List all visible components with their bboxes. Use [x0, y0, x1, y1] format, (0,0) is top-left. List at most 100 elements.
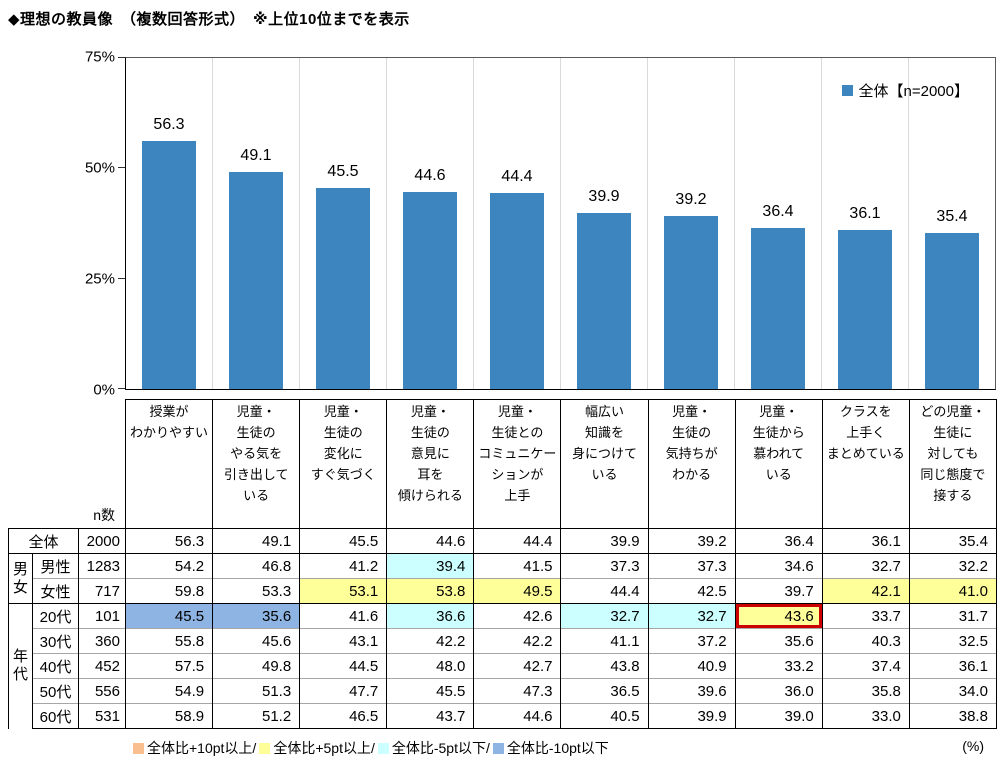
n-count-header-cell: n数: [9, 400, 126, 529]
legend-note-label: 全体比-5pt以下/: [391, 740, 490, 756]
bar-value-label: 44.4: [501, 168, 533, 186]
value-cell: 33.7: [821, 603, 910, 629]
value-cell: 43.6: [734, 603, 823, 629]
value-cell: 36.0: [734, 678, 823, 704]
value-cell: 39.4: [386, 553, 475, 579]
bar-value-label: 49.1: [240, 147, 272, 165]
chart-column: 44.4: [474, 58, 561, 389]
value-cell: 32.7: [560, 603, 649, 629]
value-cell: 36.6: [386, 603, 475, 629]
y-axis-tick: [118, 57, 125, 58]
value-cell: 35.8: [821, 678, 910, 704]
bar-value-label: 56.3: [153, 115, 185, 133]
legend-note-item: 全体比+5pt以上/: [259, 738, 375, 758]
n-count-cell: 1283: [78, 553, 126, 579]
category-header-cell: クラスを 上手く まとめている: [821, 399, 910, 529]
value-cell: 40.3: [821, 628, 910, 654]
value-cell: 42.2: [473, 628, 562, 654]
value-cell: 45.5: [386, 678, 475, 704]
value-cell: 54.2: [124, 553, 214, 579]
n-count-cell: 2000: [78, 528, 126, 554]
value-cell: 58.9: [124, 703, 214, 729]
bar: [316, 188, 370, 389]
category-header-cell: 児童・ 生徒の 気持ちが わかる: [647, 399, 736, 529]
y-axis-label: 0%: [93, 381, 115, 399]
value-cell: 36.1: [908, 653, 997, 679]
value-cell: 55.8: [124, 628, 214, 654]
row-label-cell: 30代: [32, 628, 79, 654]
value-cell: 41.2: [299, 553, 388, 579]
value-cell: 42.6: [473, 603, 562, 629]
chart-column: 36.1: [822, 58, 909, 389]
value-cell: 51.3: [212, 678, 301, 704]
value-cell: 34.0: [908, 678, 997, 704]
category-header-cell: 幅広い 知識を 身につけて いる: [560, 399, 649, 529]
value-cell: 35.6: [734, 628, 823, 654]
value-cell: 53.1: [299, 578, 388, 604]
chart-column: 45.5: [300, 58, 387, 389]
bar-value-label: 44.6: [414, 167, 446, 185]
value-cell: 32.5: [908, 628, 997, 654]
value-cell: 43.1: [299, 628, 388, 654]
value-cell: 40.5: [560, 703, 649, 729]
table-row: 全体 2000 56.3 49.1 45.5 44.6 44.4 39.9 39.2 36.4 36…: [8, 528, 997, 554]
bar: [925, 232, 979, 389]
value-cell: 35.6: [212, 603, 301, 629]
value-cell: 49.8: [212, 653, 301, 679]
value-cell: 37.3: [647, 553, 736, 579]
n-count-cell: 717: [78, 578, 126, 604]
value-cell: 53.3: [212, 578, 301, 604]
value-cell: 54.9: [124, 678, 214, 704]
value-cell: 48.0: [386, 653, 475, 679]
legend-label: 全体【n=2000】: [858, 83, 969, 100]
bar-value-label: 45.5: [327, 163, 359, 181]
bar-value-label: 36.1: [849, 204, 881, 222]
value-cell: 39.9: [560, 528, 649, 554]
legend-note-item: 全体比-5pt以下/: [377, 738, 490, 758]
value-cell: 33.2: [734, 653, 823, 679]
table-row: 40代 452 57.5 49.8 44.5 48.0 42.7 43.8 40.9 33.2 37…: [9, 653, 997, 679]
value-cell: 41.5: [473, 553, 562, 579]
value-cell: 34.6: [734, 553, 823, 579]
value-cell: 32.2: [908, 553, 997, 579]
value-cell: 41.1: [560, 628, 649, 654]
chart-column: 39.9: [561, 58, 648, 389]
category-header-cell: 児童・ 生徒の 変化に すぐ気づく: [299, 399, 388, 529]
value-cell: 59.8: [124, 578, 214, 604]
y-axis-label: 25%: [84, 270, 115, 288]
table-body: 全体 2000 56.3 49.1 45.5 44.6 44.4 39.9 39.2 36.4 36…: [8, 528, 997, 729]
value-cell: 37.4: [821, 653, 910, 679]
value-cell: 36.4: [734, 528, 823, 554]
n-count-cell: 556: [78, 678, 126, 704]
legend-note-swatch-icon: [377, 742, 389, 754]
value-cell: 49.5: [473, 578, 562, 604]
legend-note-item: 全体比-10pt以下: [492, 738, 609, 758]
n-count-cell: 531: [78, 703, 126, 729]
value-cell: 36.5: [560, 678, 649, 704]
chart-legend: 全体【n=2000】: [841, 80, 969, 101]
value-cell: 44.6: [386, 528, 475, 554]
category-header-cell: 授業が わかりやすい: [124, 399, 214, 529]
value-cell: 49.1: [212, 528, 301, 554]
value-cell: 46.8: [212, 553, 301, 579]
y-axis-tick: [118, 167, 125, 169]
value-cell: 41.6: [299, 603, 388, 629]
value-cell: 46.5: [299, 703, 388, 729]
row-label-cell: 40代: [32, 653, 79, 679]
legend-note-swatch-icon: [259, 742, 271, 754]
value-cell: 38.8: [908, 703, 997, 729]
bar: [838, 229, 892, 389]
value-cell: 42.2: [386, 628, 475, 654]
legend-notes: 全体比+10pt以上/全体比+5pt以上/全体比-5pt以下/全体比-10pt以…: [133, 738, 612, 758]
value-cell: 44.6: [473, 703, 562, 729]
value-cell: 56.3: [124, 528, 214, 554]
table-row: 50代 556 54.9 51.3 47.7 45.5 47.3 36.5 39.6 36.0 35…: [9, 678, 997, 704]
value-cell: 51.2: [212, 703, 301, 729]
value-cell: 39.0: [734, 703, 823, 729]
value-cell: 39.7: [734, 578, 823, 604]
legend-note-swatch-icon: [133, 742, 144, 754]
unit-label: (%): [962, 738, 984, 754]
value-cell: 39.9: [647, 703, 736, 729]
bar: [403, 192, 457, 389]
n-count-cell: 452: [78, 653, 126, 679]
